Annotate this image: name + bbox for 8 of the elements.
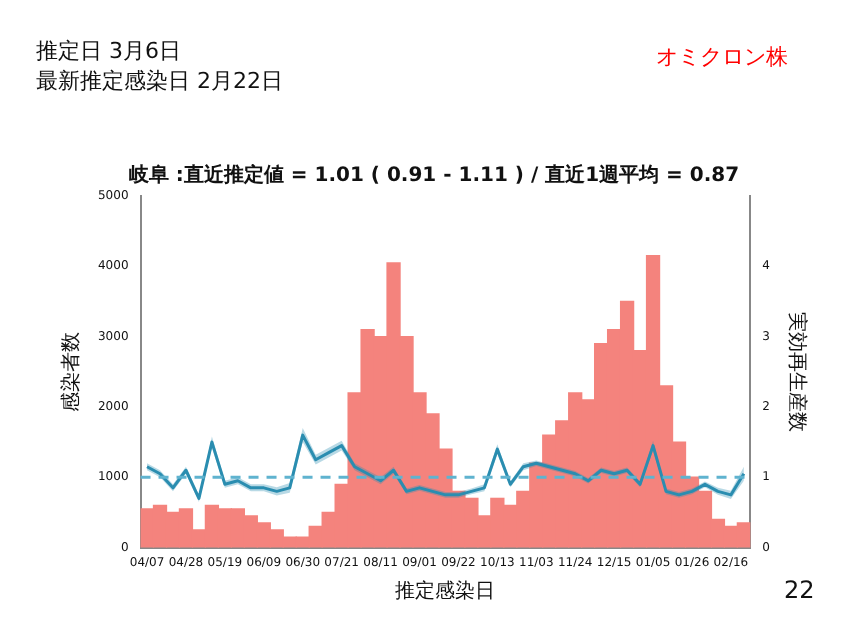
y2-axis-title: 実効再生産数 — [784, 311, 809, 432]
chart-title: 岐阜 :直近推定値 = 1.01 ( 0.91 - 1.11 ) / 直近1週平均 = 0.87 — [128, 163, 740, 188]
text: 推定日 3月6日 — [36, 36, 181, 66]
text: オミクロン株 — [656, 42, 788, 72]
text: 最新推定感染日 2月22日 — [36, 66, 283, 96]
text: 22 — [784, 576, 815, 604]
x-axis-title: 推定感染日 — [395, 579, 496, 604]
y-axis-title: 感染者数 — [59, 331, 84, 412]
